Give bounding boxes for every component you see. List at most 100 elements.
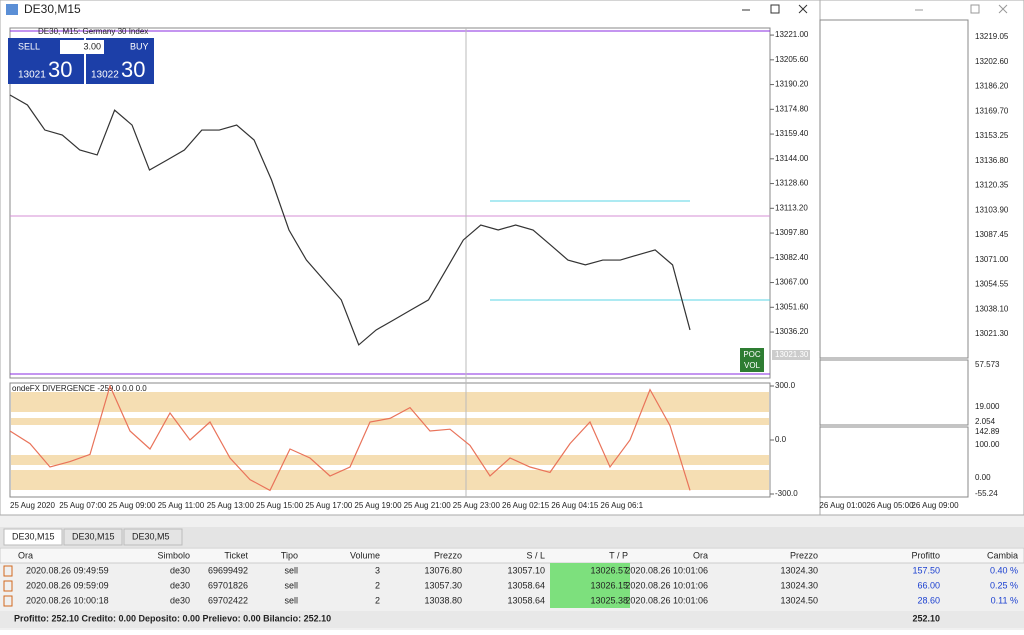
vol-label: VOL bbox=[744, 361, 761, 370]
cell: 2020.08.26 09:59:09 bbox=[26, 580, 109, 590]
cell: 13076.80 bbox=[424, 565, 462, 575]
column-header: Ticket bbox=[224, 550, 248, 560]
volume[interactable]: 3.00 bbox=[83, 41, 101, 51]
side-indicator2 bbox=[819, 426, 969, 498]
row-icon bbox=[3, 565, 13, 577]
cell: 2 bbox=[375, 595, 380, 605]
cell: 0.25 % bbox=[990, 580, 1018, 590]
side-price-label: 13186.20 bbox=[975, 82, 1009, 91]
side-price-label: 13087.45 bbox=[975, 230, 1009, 239]
cell: 2020.08.26 09:49:59 bbox=[26, 565, 109, 575]
window-buttons[interactable] bbox=[742, 4, 1008, 14]
side-price-label: 13169.70 bbox=[975, 106, 1009, 115]
price-panel bbox=[9, 27, 771, 379]
poc-vol-box[interactable] bbox=[740, 348, 764, 372]
volume-box[interactable] bbox=[60, 40, 104, 54]
y-tick-label: 13159.40 bbox=[775, 129, 809, 138]
cell: 2020.08.26 10:01:06 bbox=[625, 565, 708, 575]
ask-main: 13022 bbox=[91, 70, 119, 81]
y-tick-label: 0.0 bbox=[775, 435, 787, 444]
column-header: Volume bbox=[350, 550, 380, 560]
side-time-label: 26 Aug 09:00 bbox=[911, 501, 959, 510]
cell: 2020.08.26 10:01:06 bbox=[625, 595, 708, 605]
column-header: T / P bbox=[609, 550, 628, 560]
side-indicator1 bbox=[819, 359, 969, 426]
side-ind1-label: 19.000 bbox=[975, 402, 1000, 411]
time-label: 26 Aug 06:1 bbox=[600, 501, 643, 510]
time-label: 25 Aug 23:00 bbox=[453, 501, 501, 510]
cell: 69702422 bbox=[208, 595, 248, 605]
side-price-label: 13202.60 bbox=[975, 57, 1009, 66]
tab-label[interactable]: DE30,M5 bbox=[132, 531, 170, 541]
column-header: Simbolo bbox=[157, 550, 190, 560]
tab[interactable] bbox=[3, 528, 63, 546]
side-ind1-label: 57.573 bbox=[975, 360, 1000, 369]
y-tick-label: 13067.00 bbox=[775, 278, 809, 287]
maximize[interactable] bbox=[770, 4, 780, 14]
side-price-label: 13021.30 bbox=[975, 329, 1009, 338]
side-ind2-label: -55.24 bbox=[975, 489, 998, 498]
price-tag bbox=[772, 350, 810, 360]
close[interactable] bbox=[798, 4, 808, 14]
side-price-label: 13054.55 bbox=[975, 280, 1009, 289]
cell: 13026.15 bbox=[590, 580, 628, 590]
tab[interactable] bbox=[63, 528, 123, 546]
cell: 66.00 bbox=[917, 580, 940, 590]
cell: 13026.57 bbox=[590, 565, 628, 575]
column-header: Tipo bbox=[281, 550, 298, 560]
maximize[interactable] bbox=[970, 4, 980, 14]
window-icon bbox=[6, 4, 18, 15]
cell: de30 bbox=[170, 565, 190, 575]
y-tick-label: 13221.00 bbox=[775, 30, 809, 39]
y-tick-label: 13097.80 bbox=[775, 228, 809, 237]
time-label: 25 Aug 07:00 bbox=[59, 501, 107, 510]
side-time-label: 26 Aug 05:00 bbox=[866, 501, 914, 510]
y-tick-label: 13113.20 bbox=[775, 203, 808, 212]
cell: 2 bbox=[375, 580, 380, 590]
cell: 0.11 % bbox=[991, 595, 1018, 605]
column-header: Cambia bbox=[987, 550, 1018, 560]
tab-bar bbox=[0, 527, 1024, 547]
y-tick-label: 13174.80 bbox=[775, 104, 809, 113]
side-price-label: 13103.90 bbox=[975, 205, 1009, 214]
buy-button[interactable]: BUY bbox=[130, 41, 149, 51]
close[interactable] bbox=[998, 4, 1008, 14]
time-label: 25 Aug 2020 bbox=[10, 501, 55, 510]
time-label: 25 Aug 21:00 bbox=[404, 501, 452, 510]
y-tick-label: 13036.20 bbox=[775, 327, 809, 336]
indicator-bands bbox=[11, 392, 769, 490]
y-tick-label: 13128.60 bbox=[775, 179, 809, 188]
band bbox=[11, 418, 769, 425]
time-label: 26 Aug 04:15 bbox=[551, 501, 599, 510]
sell-button[interactable]: SELL bbox=[18, 41, 40, 51]
chart-title: DE30, M15: Germany 30 Index bbox=[38, 27, 148, 36]
column-header: Profitto bbox=[911, 550, 940, 560]
tp-highlight bbox=[550, 563, 630, 608]
column-header: Prezzo bbox=[790, 550, 818, 560]
indicator-title: ondeFX DIVERGENCE -259.0 0.0 0.0 bbox=[12, 384, 147, 393]
cell: 13058.64 bbox=[507, 580, 545, 590]
cell: 13057.10 bbox=[507, 565, 545, 575]
table-header bbox=[0, 547, 1024, 564]
cell: 13024.30 bbox=[780, 565, 818, 575]
y-tick-label: 300.0 bbox=[775, 381, 796, 390]
tab[interactable] bbox=[123, 528, 183, 546]
bid-main: 13021 bbox=[18, 70, 46, 81]
poc-label: POC bbox=[743, 350, 761, 359]
side-ind1-label: 2.054 bbox=[975, 417, 996, 426]
y-tick-label: 13082.40 bbox=[775, 253, 809, 262]
side-price-label: 13071.00 bbox=[975, 255, 1009, 264]
tab-label[interactable]: DE30,M15 bbox=[72, 531, 115, 541]
band bbox=[11, 470, 769, 490]
cell: 69701826 bbox=[208, 580, 248, 590]
tab-label[interactable]: DE30,M15 bbox=[12, 531, 55, 541]
cell: sell bbox=[284, 565, 298, 575]
column-header: Prezzo bbox=[434, 550, 462, 560]
price-line bbox=[9, 384, 691, 492]
side-ind2-label: 0.00 bbox=[975, 473, 991, 482]
side-ind2-label: 100.00 bbox=[975, 440, 1000, 449]
cell: 2020.08.26 10:00:18 bbox=[26, 595, 109, 605]
band bbox=[11, 392, 769, 412]
cell: 69699492 bbox=[208, 565, 248, 575]
